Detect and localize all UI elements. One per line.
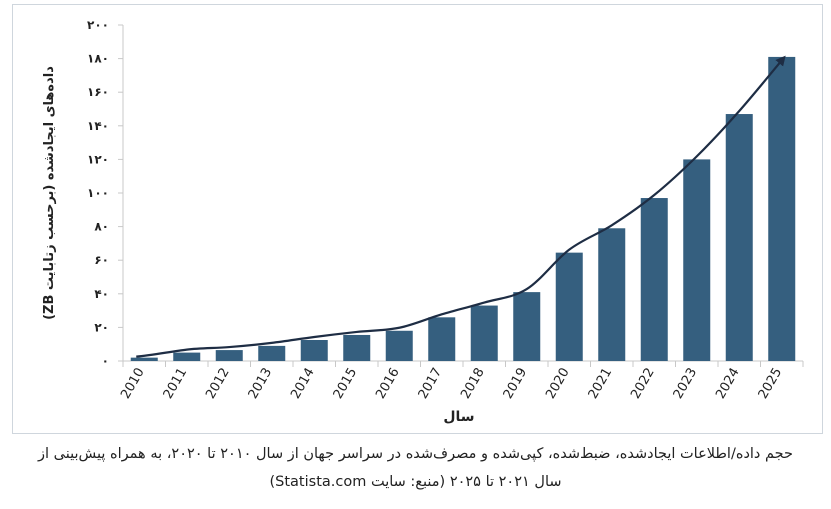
x-tick-label: 2015 xyxy=(331,366,361,402)
chart-frame: ۰ ۲۰ ۴۰ ۶۰ ۸۰ ۱۰۰ ۱۲۰ ۱۴۰ ۱۶۰ ۱۸۰ ۲۰۰ 2010 2011 2012 2… xyxy=(12,4,823,434)
y-tick-label: ۱۲۰ xyxy=(87,152,109,166)
bar xyxy=(300,340,328,361)
x-tick-label: 2019 xyxy=(501,366,531,402)
bar xyxy=(428,317,456,361)
bar xyxy=(768,56,796,362)
bar xyxy=(215,350,243,361)
bar xyxy=(343,334,371,361)
x-tick-label: 2022 xyxy=(628,366,658,402)
x-tick-label: 2023 xyxy=(671,366,701,402)
figure-caption: حجم داده/اطلاعات ایجادشده، ضبط‌شده، کپی‌… xyxy=(20,440,811,496)
y-tick-label: ۱۸۰ xyxy=(87,52,109,66)
bar xyxy=(130,357,158,361)
y-tick-label: ۲۰۰ xyxy=(87,18,109,32)
bar xyxy=(598,228,626,361)
y-tick-label: ۴۰ xyxy=(94,287,109,301)
x-tick-label: 2016 xyxy=(373,366,403,402)
bar xyxy=(173,352,201,361)
x-tick-label: 2021 xyxy=(586,366,616,402)
bar xyxy=(385,330,413,361)
y-tick-label: ۱۶۰ xyxy=(87,85,109,99)
x-tick-label: 2011 xyxy=(161,366,191,402)
caption-line-1: حجم داده/اطلاعات ایجادشده، ضبط‌شده، کپی‌… xyxy=(38,446,793,462)
bar-chart: ۰ ۲۰ ۴۰ ۶۰ ۸۰ ۱۰۰ ۱۲۰ ۱۴۰ ۱۶۰ ۱۸۰ ۲۰۰ 2010 2011 2012 2… xyxy=(42,18,804,425)
y-axis-title: داده‌های ایجادشده (برحسب زتابایت ZB) xyxy=(42,66,57,320)
x-tick-label: 2017 xyxy=(416,366,446,402)
trend-arrow xyxy=(136,55,786,358)
bar xyxy=(258,345,286,361)
y-tick-label: ۸۰ xyxy=(94,220,109,234)
x-tick-label: 2010 xyxy=(118,366,148,402)
y-tick-label: ۰ xyxy=(102,354,109,368)
y-tick-label: ۱۴۰ xyxy=(87,119,109,133)
bar xyxy=(640,198,668,361)
bar xyxy=(555,252,583,361)
x-tick-label: 2012 xyxy=(203,366,233,402)
y-tick-label: ۶۰ xyxy=(94,253,109,267)
bar xyxy=(725,114,753,361)
x-axis-title: سال xyxy=(443,409,474,425)
y-tick-label: ۱۰۰ xyxy=(87,186,109,200)
x-tick-label: 2020 xyxy=(543,366,573,402)
bar xyxy=(470,305,498,361)
x-tick-label: 2014 xyxy=(288,366,318,402)
x-tick-label: 2025 xyxy=(756,366,786,402)
bar xyxy=(683,159,711,361)
x-tick-label: 2013 xyxy=(246,366,276,402)
bar xyxy=(513,292,541,361)
caption-line-2: سال ۲۰۲۱ تا ۲۰۲۵ (منبع: سایت Statista.co… xyxy=(269,474,562,490)
x-tick-label: 2024 xyxy=(713,366,743,402)
x-tick-label: 2018 xyxy=(458,366,488,402)
y-tick-label: ۲۰ xyxy=(94,320,109,334)
